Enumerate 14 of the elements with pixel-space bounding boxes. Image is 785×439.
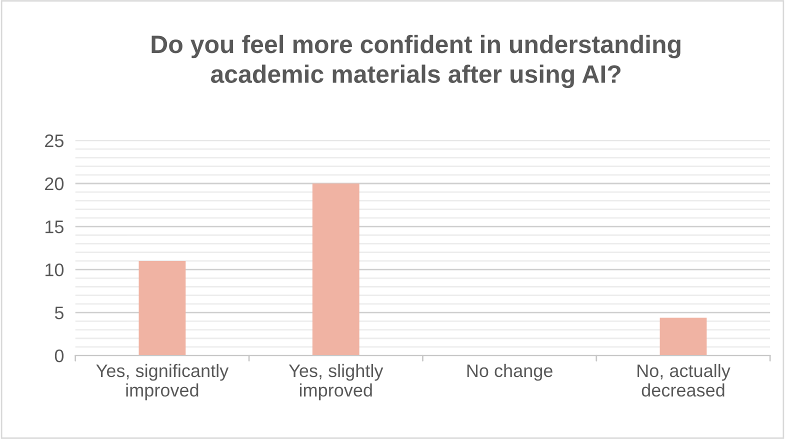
y-tick-label: 20 [45, 177, 64, 190]
y-tick-label: 15 [46, 220, 64, 234]
bar [660, 318, 707, 356]
x-tick-label: Yes, significantly improved [96, 364, 229, 400]
bar [312, 184, 360, 356]
chart-title: Do you feel more confident in understanding academic materials after using AI? [152, 34, 680, 88]
x-tick-label: No change [467, 364, 552, 381]
x-tick-label: Yes, slightly improved [288, 364, 384, 400]
y-tick-label: 10 [46, 263, 64, 276]
y-tick-label: 0 [54, 350, 64, 362]
y-tick-label: 5 [54, 306, 64, 320]
x-tick-label: No, actually decreased [638, 364, 730, 397]
bar [138, 260, 186, 356]
y-tick-label: 25 [45, 134, 64, 148]
